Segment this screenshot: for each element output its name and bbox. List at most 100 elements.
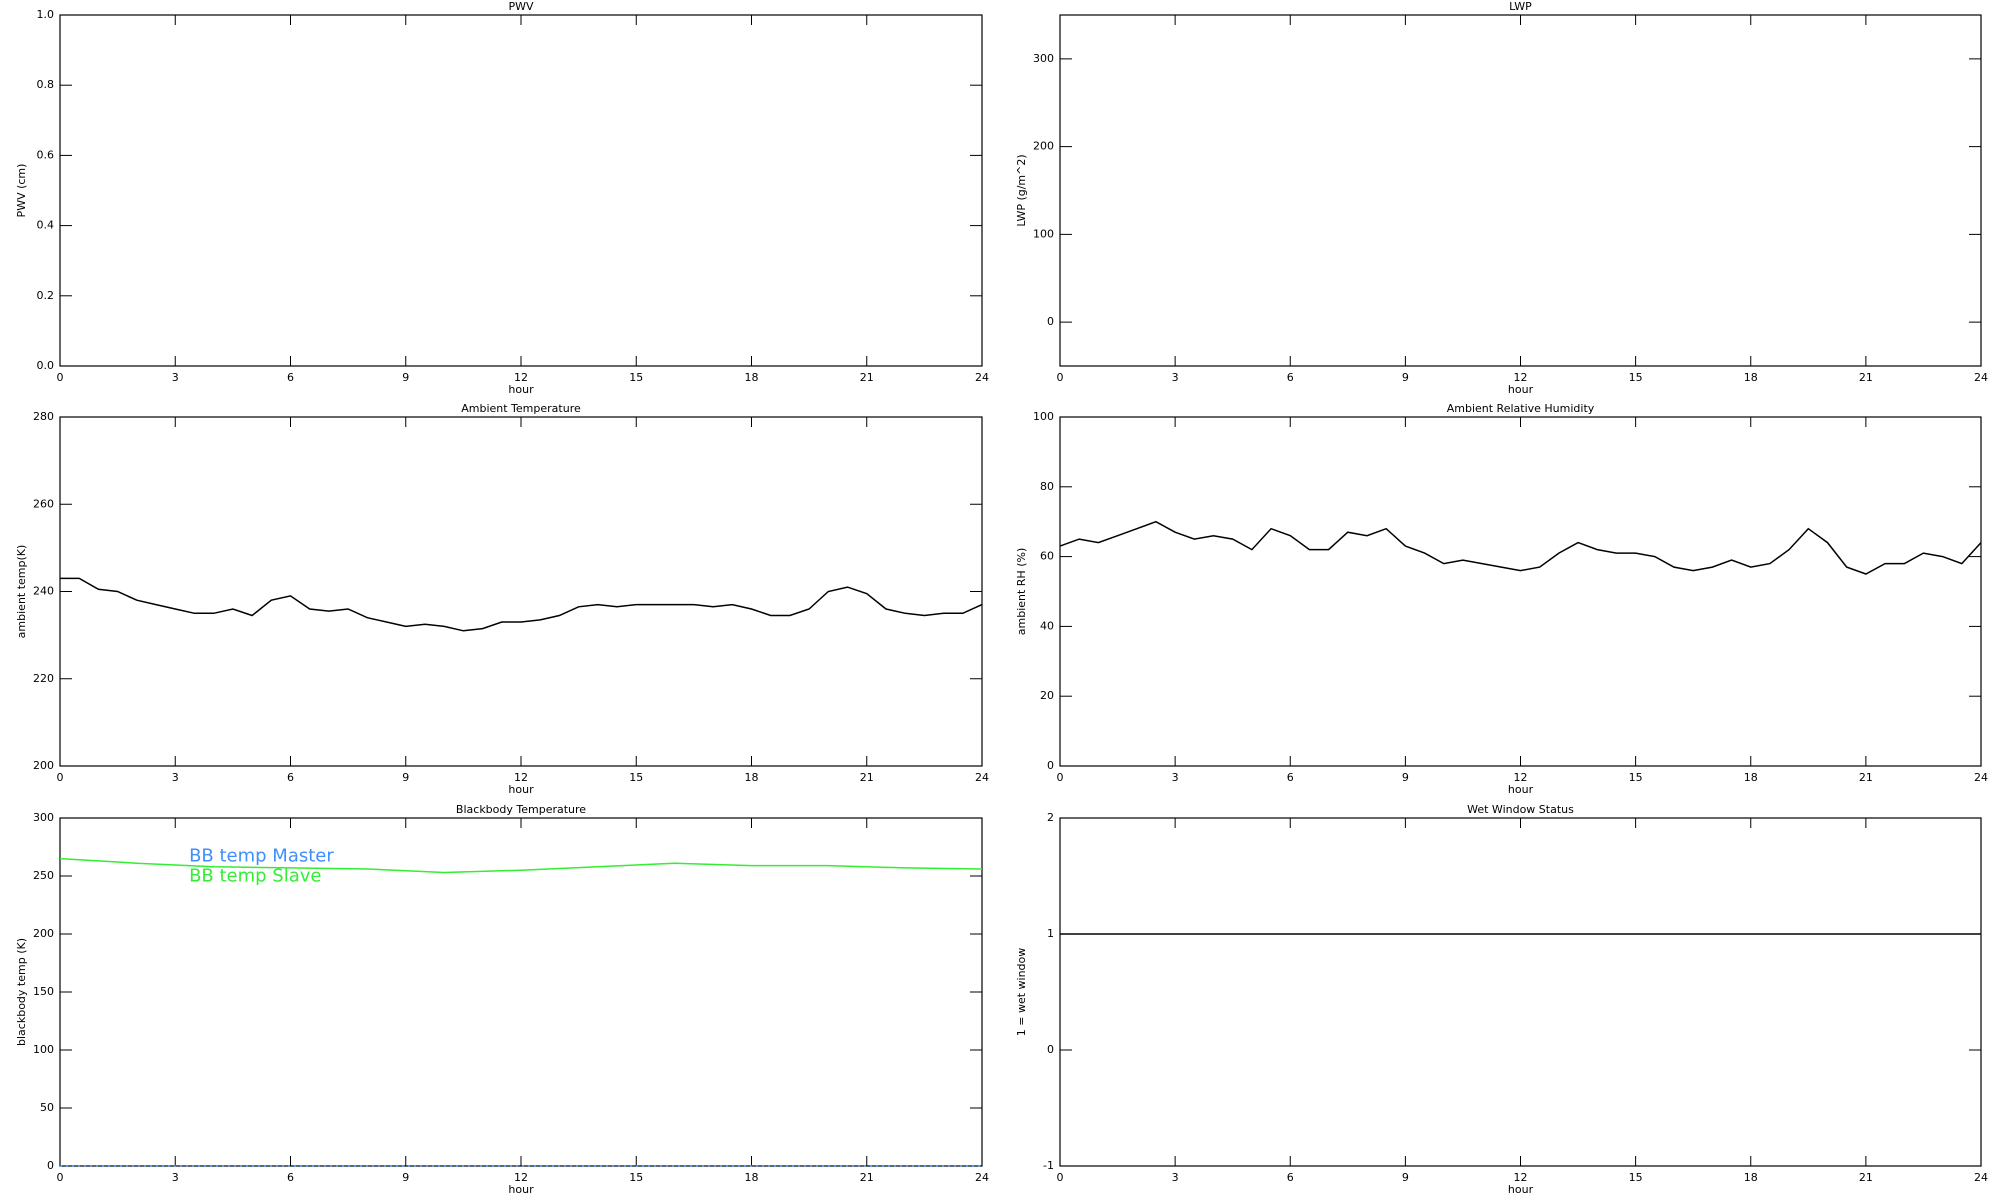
x-tick-label: 6 — [287, 1171, 294, 1184]
data-line — [60, 577, 983, 632]
x-tick-label: 12 — [1514, 1171, 1528, 1184]
x-tick-label: 18 — [1744, 1171, 1758, 1184]
x-tick-label: 18 — [745, 771, 759, 784]
x-axis-label: hour — [1508, 1183, 1534, 1196]
plot-frame — [1059, 14, 1982, 367]
chart-title: Blackbody Temperature — [456, 803, 586, 816]
x-tick-label: 6 — [1287, 1171, 1294, 1184]
y-tick-label: 0.4 — [37, 219, 55, 232]
x-tick-label: 24 — [975, 1171, 989, 1184]
y-tick-label: 100 — [33, 1043, 54, 1056]
x-tick-label: 6 — [1287, 771, 1294, 784]
y-tick-label: 280 — [33, 410, 54, 423]
x-tick-label: 15 — [1629, 371, 1643, 384]
y-tick-label: 0 — [1047, 315, 1054, 328]
y-tick-label: 150 — [33, 985, 54, 998]
x-tick-label: 24 — [1974, 371, 1988, 384]
x-tick-label: 6 — [1287, 371, 1294, 384]
x-tick-label: 3 — [172, 1171, 179, 1184]
y-tick-label: 40 — [1040, 619, 1054, 632]
y-tick-label: 300 — [33, 811, 54, 824]
y-tick-label: 100 — [1033, 227, 1054, 240]
y-tick-label: 220 — [33, 672, 54, 685]
x-tick-label: 12 — [1514, 371, 1528, 384]
y-tick-label: 240 — [33, 585, 54, 598]
x-axis-label: hour — [1508, 383, 1534, 396]
x-tick-label: 3 — [172, 771, 179, 784]
y-tick-label: 0.2 — [37, 289, 55, 302]
x-tick-label: 18 — [745, 1171, 759, 1184]
chart-title: PWV — [508, 0, 534, 13]
x-tick-label: 9 — [402, 771, 409, 784]
y-tick-label: 0.8 — [37, 78, 55, 91]
x-tick-label: 21 — [1859, 1171, 1873, 1184]
x-tick-label: 24 — [1974, 771, 1988, 784]
data-line — [1059, 520, 1982, 575]
plot-frame — [59, 416, 983, 767]
x-tick-label: 0 — [1057, 371, 1064, 384]
x-tick-label: 0 — [57, 371, 64, 384]
x-tick-label: 9 — [1402, 771, 1409, 784]
x-tick-label: 0 — [1057, 1171, 1064, 1184]
y-tick-label: 2 — [1047, 811, 1054, 824]
x-tick-label: 9 — [402, 1171, 409, 1184]
x-tick-label: 9 — [1402, 1171, 1409, 1184]
x-axis-label: hour — [508, 383, 534, 396]
x-tick-label: 21 — [1859, 771, 1873, 784]
x-axis-label: hour — [1508, 783, 1534, 796]
plot-frame — [1059, 817, 1982, 1167]
x-tick-label: 21 — [860, 771, 874, 784]
y-tick-label: -1 — [1043, 1159, 1054, 1172]
y-axis-label: ambient temp(K) — [15, 545, 28, 639]
x-tick-label: 12 — [514, 1171, 528, 1184]
x-tick-label: 9 — [1402, 371, 1409, 384]
y-tick-label: 60 — [1040, 550, 1054, 563]
x-tick-label: 21 — [1859, 371, 1873, 384]
x-tick-label: 0 — [57, 771, 64, 784]
x-tick-label: 21 — [860, 371, 874, 384]
y-tick-label: 1 — [1047, 927, 1054, 940]
data-line — [59, 857, 983, 874]
x-tick-label: 15 — [629, 771, 643, 784]
y-tick-label: 0 — [1047, 1043, 1054, 1056]
y-tick-label: 1.0 — [37, 8, 55, 21]
y-tick-label: 0.6 — [37, 148, 55, 161]
chart-title: Wet Window Status — [1467, 803, 1574, 816]
x-tick-label: 15 — [1629, 771, 1643, 784]
y-tick-label: 0 — [47, 1159, 54, 1172]
x-tick-label: 18 — [745, 371, 759, 384]
y-tick-label: 200 — [1033, 140, 1054, 153]
x-tick-label: 15 — [1629, 1171, 1643, 1184]
x-tick-label: 0 — [1057, 771, 1064, 784]
y-tick-label: 0 — [1047, 759, 1054, 772]
x-tick-label: 9 — [402, 371, 409, 384]
y-axis-label: ambient RH (%) — [1015, 548, 1028, 636]
y-tick-label: 200 — [33, 759, 54, 772]
y-axis-label: blackbody temp (K) — [15, 938, 28, 1046]
x-tick-label: 6 — [287, 371, 294, 384]
x-tick-label: 6 — [287, 771, 294, 784]
legend-entry: BB temp Slave — [189, 865, 321, 886]
x-tick-label: 12 — [514, 771, 528, 784]
y-tick-label: 260 — [33, 497, 54, 510]
x-tick-label: 3 — [1172, 1171, 1179, 1184]
y-tick-label: 250 — [33, 869, 54, 882]
x-tick-label: 24 — [975, 371, 989, 384]
y-tick-label: 100 — [1033, 410, 1054, 423]
x-tick-label: 24 — [975, 771, 989, 784]
x-tick-label: 18 — [1744, 771, 1758, 784]
x-tick-label: 24 — [1974, 1171, 1988, 1184]
x-tick-label: 15 — [629, 371, 643, 384]
y-tick-label: 80 — [1040, 480, 1054, 493]
x-axis-label: hour — [508, 1183, 534, 1196]
y-tick-label: 20 — [1040, 689, 1054, 702]
chart-title: Ambient Temperature — [461, 402, 581, 415]
plot-frame — [59, 14, 983, 367]
x-tick-label: 21 — [860, 1171, 874, 1184]
x-tick-label: 15 — [629, 1171, 643, 1184]
y-tick-label: 50 — [40, 1101, 54, 1114]
x-tick-label: 0 — [57, 1171, 64, 1184]
y-axis-label: 1 = wet window — [1015, 948, 1028, 1037]
y-tick-label: 0.0 — [37, 359, 55, 372]
